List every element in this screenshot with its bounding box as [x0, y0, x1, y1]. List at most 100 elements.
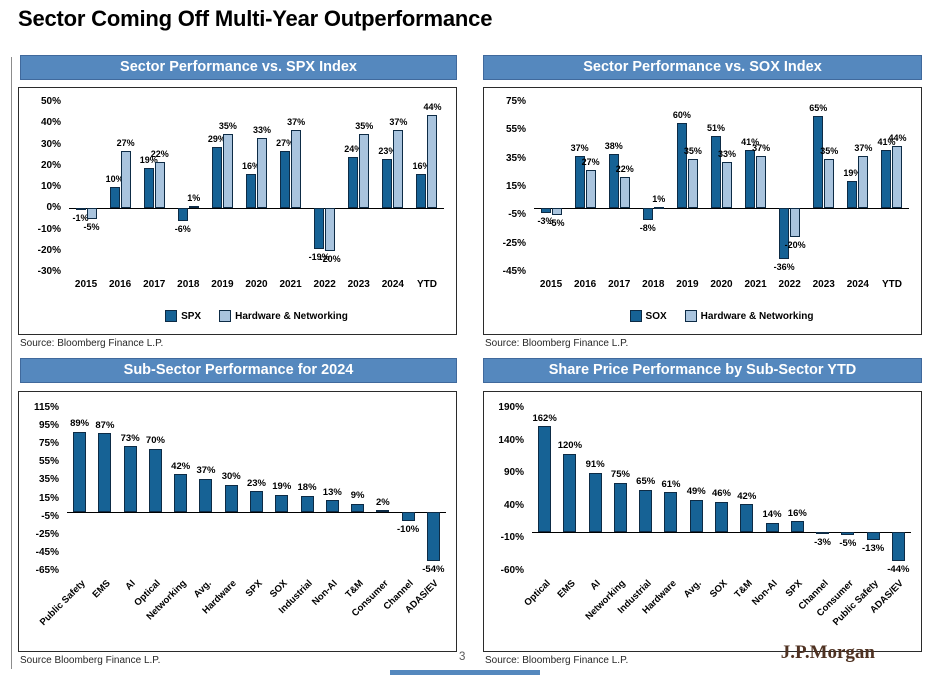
bar — [824, 158, 835, 209]
jpmorgan-logo: J.P.Morgan — [780, 642, 875, 663]
bar — [211, 146, 222, 209]
bar — [538, 426, 552, 532]
bar-value-label: 42% — [171, 460, 191, 472]
bar-value-label: 18% — [297, 482, 317, 494]
legend-label: Hardware & Networking — [700, 310, 814, 322]
bar — [314, 208, 325, 249]
bar-value-label: 73% — [120, 432, 140, 444]
bar-value-label: -20% — [784, 239, 806, 250]
legend-label: Hardware & Networking — [235, 310, 348, 322]
bar-value-label: 23% — [378, 146, 397, 157]
y-tick-label: 40% — [503, 499, 524, 511]
bar-value-label: 27% — [276, 137, 295, 148]
source-note: Source: Bloomberg Finance L.P. — [485, 655, 629, 666]
x-category-label: YTD — [416, 279, 437, 290]
bar — [653, 206, 664, 209]
bar-value-label: 37% — [570, 142, 589, 153]
chart-sox-vs-sector: 75% 55% 35% 15% -5% -25% -45% -3% 37% 38% -8% 60% 51… — [483, 87, 922, 335]
bar-value-label: 19% — [843, 168, 862, 179]
y-tick-label: 55% — [38, 456, 59, 468]
bar — [123, 446, 137, 513]
bar — [588, 472, 602, 532]
bar — [325, 208, 336, 251]
x-category-label: 2017 — [608, 279, 631, 290]
bar-value-label: 44% — [423, 101, 442, 112]
bar-value-label: 44% — [888, 132, 907, 143]
y-tick-label: 75% — [38, 438, 59, 450]
bar-value-label: 42% — [737, 490, 757, 502]
x-category-label: 2023 — [812, 279, 835, 290]
y-tick-label: 75% — [505, 96, 526, 107]
bar-value-label: 35% — [820, 145, 839, 156]
bar — [841, 531, 855, 536]
bar-value-label: 19% — [272, 481, 292, 493]
y-tick-label: 140% — [498, 434, 524, 446]
bar — [416, 174, 427, 209]
x-category-label: Non-AI — [750, 578, 780, 608]
chart-header-subsector-2024: Sub-Sector Performance for 2024 — [20, 358, 457, 383]
bar — [892, 145, 903, 209]
x-category-label: SOX — [267, 578, 290, 600]
source-note: Source: Bloomberg Finance L.P. — [20, 338, 164, 349]
source-note: Source Bloomberg Finance L.P. — [20, 655, 161, 666]
x-axis-line — [69, 208, 444, 210]
x-category-label: 2020 — [710, 279, 733, 290]
bar — [250, 491, 263, 513]
bar-value-label: 61% — [661, 478, 681, 490]
bar-value-label: -20% — [319, 253, 341, 264]
y-tick-label: 30% — [40, 138, 61, 150]
x-category-label: Public Safety — [37, 578, 88, 628]
bar-value-label: 35% — [218, 120, 237, 131]
chart-legend: SPX Hardware & Networking — [69, 310, 444, 322]
bar — [300, 495, 314, 513]
x-category-label: SOX — [707, 578, 730, 600]
bar — [291, 129, 302, 209]
x-category-label: 2018 — [642, 279, 665, 290]
y-tick-label: 0% — [46, 202, 61, 214]
bar — [188, 206, 199, 209]
bar — [275, 494, 289, 513]
bar-value-label: 37% — [196, 465, 216, 477]
y-tick-label: -25% — [35, 528, 59, 540]
bar-value-label: 22% — [615, 164, 634, 175]
legend-swatch-icon — [219, 310, 232, 322]
y-tick-label: -60% — [500, 565, 524, 576]
bar-value-label: -54% — [422, 564, 445, 576]
bar — [613, 482, 627, 532]
bar-value-label: 37% — [389, 116, 408, 127]
bar — [676, 123, 687, 209]
bar — [540, 208, 551, 213]
bar — [257, 138, 267, 209]
bar-value-label: -36% — [773, 262, 795, 273]
bar-value-label: 24% — [344, 144, 363, 155]
x-category-label: 2020 — [245, 279, 268, 290]
x-category-label: SPX — [783, 578, 806, 600]
bar-value-label: 33% — [252, 125, 271, 136]
y-tick-label: -10% — [500, 532, 524, 544]
y-tick-label: 15% — [38, 492, 59, 504]
y-tick-label: -5% — [41, 510, 59, 522]
bar — [687, 158, 698, 209]
chart-header-sox: Sector Performance vs. SOX Index — [483, 55, 922, 80]
bar-value-label: 27% — [581, 157, 600, 167]
bar — [715, 501, 728, 532]
x-category-label: 2015 — [74, 279, 98, 290]
bar — [585, 170, 596, 209]
bar-value-label: 1% — [187, 193, 201, 204]
bar — [120, 150, 131, 209]
x-category-label: Non-AI — [310, 578, 341, 608]
bar — [376, 510, 390, 513]
chart-subsector-2024: 115% 95% 75% 55% 35% 15% -5% -25% -45% -65% 89% 87%… — [18, 391, 457, 652]
bar-value-label: 37% — [854, 142, 873, 153]
x-category-label: 2017 — [143, 279, 166, 290]
y-tick-label: 20% — [40, 159, 61, 171]
bar-value-label: 22% — [150, 148, 169, 159]
y-tick-label: 10% — [40, 181, 61, 192]
x-category-label: 2022 — [313, 279, 336, 290]
bar — [348, 157, 359, 209]
x-category-label: Optical — [521, 578, 553, 609]
bar-value-label: -8% — [639, 222, 656, 233]
y-tick-label: 95% — [38, 420, 59, 432]
bar-value-label: 10% — [105, 174, 124, 184]
x-category-label: 2023 — [347, 279, 370, 290]
